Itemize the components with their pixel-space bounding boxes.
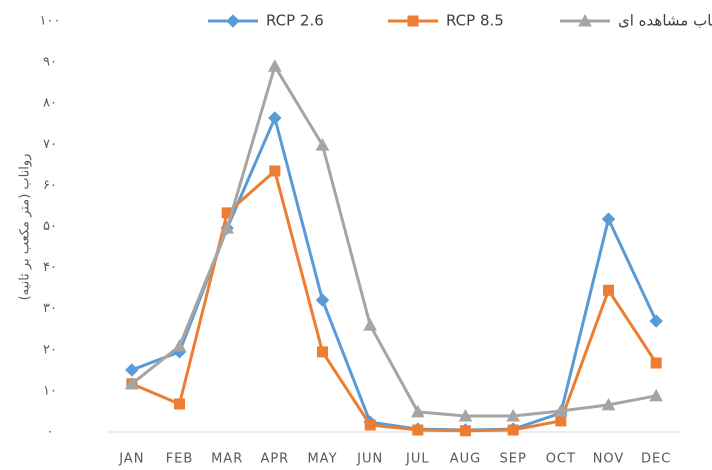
x-tick-label: JUL	[405, 452, 430, 467]
legend-label: RCP 2.6	[266, 12, 324, 30]
x-tick-label: MAR	[211, 452, 243, 467]
y-tick-label: ۶۰	[43, 178, 57, 193]
data-point	[172, 339, 187, 352]
series-line	[131, 169, 658, 433]
y-axis-title: رواناب (متر مکعب بر ثانیه)	[18, 154, 33, 301]
y-tick-label: ۲۰	[43, 342, 57, 357]
legend-marker	[226, 14, 240, 28]
data-point	[315, 138, 330, 151]
data-point	[458, 408, 473, 422]
data-point	[650, 357, 662, 369]
data-point	[267, 59, 282, 72]
data-point	[649, 314, 663, 328]
data-point	[555, 415, 567, 427]
data-point	[649, 388, 664, 402]
data-point	[315, 293, 330, 307]
data-point	[410, 404, 425, 418]
x-tick-label: OCT	[546, 452, 576, 467]
legend-marker	[407, 15, 419, 27]
x-tick-label: FEB	[166, 452, 194, 467]
y-tick-label: ۰	[47, 425, 54, 440]
data-point	[507, 424, 519, 436]
y-tick-label: ۹۰	[43, 55, 57, 70]
data-point	[601, 397, 616, 411]
y-tick-label: ۱۰	[43, 383, 57, 398]
y-tick-label: ۵۰	[43, 219, 57, 234]
data-point	[268, 111, 282, 125]
data-point	[364, 419, 376, 431]
y-tick-label: ۷۰	[43, 137, 57, 152]
data-point	[317, 346, 328, 358]
data-point	[220, 221, 235, 234]
x-tick-label: AUG	[450, 452, 481, 467]
y-tick-label: ۴۰	[43, 260, 57, 275]
x-tick-label: NOV	[593, 452, 625, 467]
series-line	[130, 64, 657, 418]
data-point	[553, 403, 568, 417]
data-point	[603, 284, 614, 296]
data-point	[363, 318, 378, 331]
y-tick-label: ۸۰	[43, 96, 57, 111]
y-tick-label: ۱۰۰	[40, 14, 61, 29]
x-tick-label: JAN	[118, 452, 144, 467]
data-point	[125, 363, 139, 377]
x-tick-label: APR	[260, 452, 289, 467]
data-point	[269, 165, 281, 177]
legend-marker	[578, 13, 592, 27]
data-point	[601, 212, 616, 226]
data-point	[460, 425, 471, 437]
data-point	[174, 398, 185, 410]
data-point	[506, 408, 521, 422]
x-tick-label: JUN	[356, 452, 383, 467]
x-tick-label: DEC	[641, 452, 671, 467]
x-tick-label: MAY	[307, 452, 337, 467]
y-tick-label: ۳۰	[43, 301, 57, 316]
legend-label: RCP 8.5	[446, 12, 504, 30]
data-point	[124, 376, 139, 390]
x-tick-label: SEP	[500, 452, 527, 467]
data-point	[412, 424, 424, 436]
legend-label: رواناب مشاهده ای	[618, 12, 712, 30]
